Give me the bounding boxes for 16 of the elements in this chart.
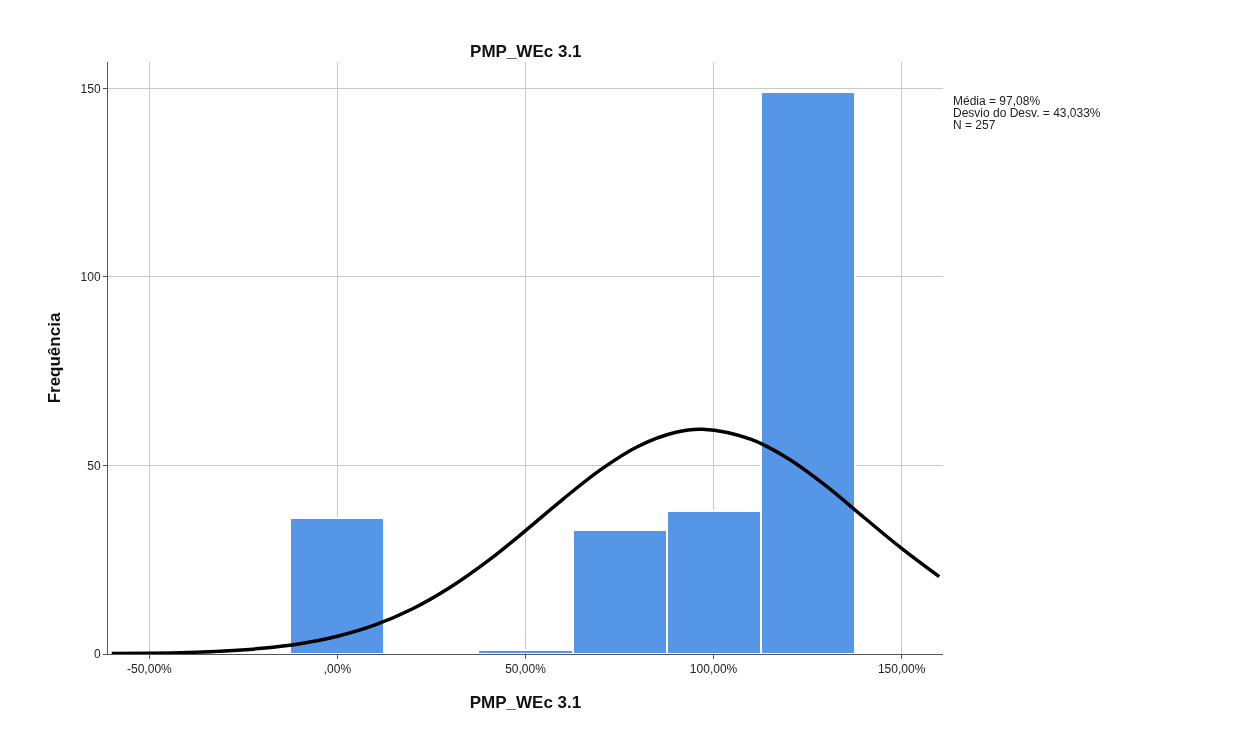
x-tick-label: 100,00% [689, 662, 738, 677]
y-axis-title: Frequência [45, 312, 65, 404]
chart-title: PMP_WEc 3.1 [470, 41, 582, 61]
y-tick-label: 150 [80, 81, 101, 96]
text: N = 257 [953, 118, 996, 132]
text: Média = 97,08% [953, 94, 1041, 108]
text: Desvio do Desv. = 43,033% [953, 106, 1101, 120]
x-tick-label: ,00% [323, 662, 352, 677]
x-tick-label: 150,00% [877, 662, 926, 677]
line-series [110, 427, 941, 654]
x-tick-label: 50,00% [505, 662, 547, 677]
y-tick-label: 50 [87, 458, 101, 473]
y-tick-label: 100 [80, 270, 101, 285]
y-tick-label: 0 [93, 647, 101, 662]
x-axis-title: PMP_WEc 3.1 [469, 692, 582, 712]
x-tick-label: -50,00% [127, 662, 173, 677]
